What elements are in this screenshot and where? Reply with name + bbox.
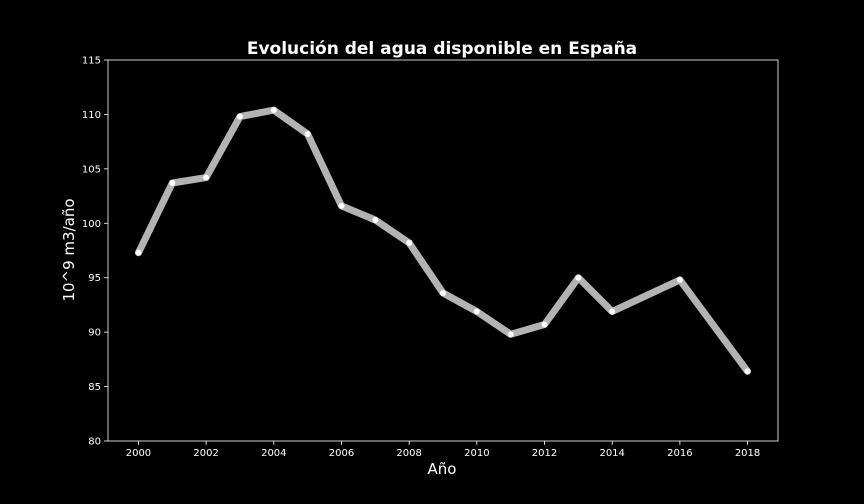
y-axis-label: 10^9 m3/año <box>60 198 78 301</box>
data-point <box>507 331 514 338</box>
y-tick-label: 95 <box>88 273 101 284</box>
chart-title: Evolución del agua disponible en España <box>247 39 637 59</box>
data-point <box>203 174 210 181</box>
x-tick-label: 2002 <box>193 448 218 459</box>
y-tick-label: 85 <box>88 382 101 393</box>
data-point <box>744 368 751 375</box>
data-series <box>135 106 751 375</box>
data-point <box>473 308 480 315</box>
y-tick-label: 105 <box>82 164 101 175</box>
x-tick-label: 2018 <box>735 448 760 459</box>
data-point <box>609 308 616 315</box>
y-tick-label: 110 <box>82 110 101 121</box>
y-tick-label: 80 <box>88 437 101 448</box>
x-tick-label: 2004 <box>261 448 286 459</box>
series-line <box>135 106 751 375</box>
y-tick-label: 115 <box>82 56 101 67</box>
data-point <box>372 217 379 224</box>
x-tick-label: 2006 <box>329 448 354 459</box>
data-point <box>440 289 446 296</box>
x-tick-label: 2014 <box>599 448 624 459</box>
data-point <box>169 180 176 187</box>
x-tick-label: 2016 <box>667 448 692 459</box>
data-point <box>236 113 243 120</box>
plot-frame <box>107 59 779 442</box>
x-tick-label: 2012 <box>532 448 557 459</box>
data-point <box>676 276 683 283</box>
x-tick-label: 2010 <box>464 448 489 459</box>
x-tick-label: 2000 <box>126 448 151 459</box>
data-point <box>406 239 413 246</box>
data-point <box>338 202 345 209</box>
data-point <box>270 107 277 114</box>
x-axis-label: Año <box>428 460 457 478</box>
x-tick-label: 2008 <box>396 448 421 459</box>
axis-ticks: 2000 2002 2004 2006 2008 2010 2012 2014 2016 2018… <box>82 56 760 460</box>
data-point <box>541 321 548 328</box>
data-point <box>304 131 311 138</box>
data-point <box>575 274 582 281</box>
data-point <box>135 249 142 256</box>
y-tick-label: 100 <box>82 219 101 230</box>
y-tick-label: 90 <box>88 328 101 339</box>
